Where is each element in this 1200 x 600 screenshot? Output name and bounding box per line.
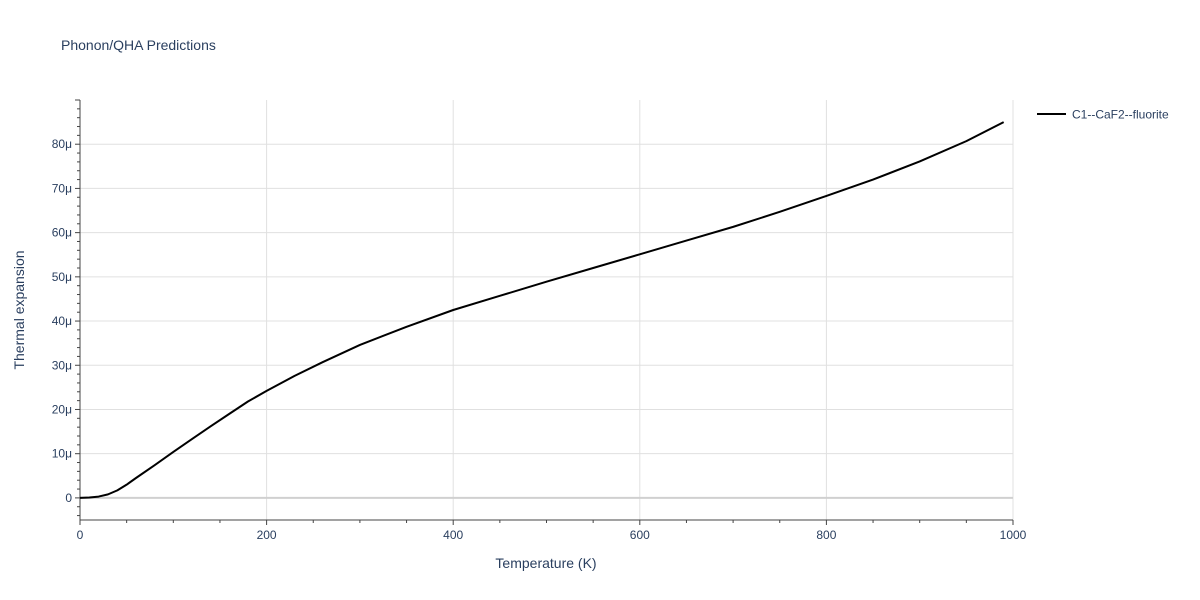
x-tick-label: 800 <box>816 528 836 542</box>
legend-label[interactable]: C1--CaF2--fluorite <box>1072 108 1169 122</box>
y-tick-label: 70μ <box>52 181 72 195</box>
series-layer <box>79 121 1005 499</box>
chart-title: Phonon/QHA Predictions <box>61 37 216 53</box>
series-line[interactable] <box>79 121 1005 499</box>
axes: 0 200 400 600 800 1000 0 10μ 20μ 30μ 40μ 50μ 60μ 70μ 8… <box>52 99 1027 542</box>
legend: C1--CaF2--fluorite <box>1037 108 1169 122</box>
x-tick-label: 400 <box>443 528 463 542</box>
y-axis-title: Thermal expansion <box>11 250 27 369</box>
x-axis-title: Temperature (K) <box>495 555 596 571</box>
y-tick-label: 40μ <box>52 314 72 328</box>
x-tick-label: 0 <box>77 528 84 542</box>
y-tick-label: 60μ <box>52 226 72 240</box>
y-tick-label: 10μ <box>52 447 72 461</box>
y-tick-label: 30μ <box>52 358 72 372</box>
x-tick-label: 600 <box>630 528 650 542</box>
x-tick-label: 1000 <box>1000 528 1027 542</box>
y-tick-label: 20μ <box>52 402 72 416</box>
y-tick-label: 50μ <box>52 270 72 284</box>
y-tick-label: 80μ <box>52 137 72 151</box>
grid-lines <box>80 100 1014 520</box>
y-tick-label: 0 <box>65 491 72 505</box>
x-tick-label: 200 <box>257 528 277 542</box>
